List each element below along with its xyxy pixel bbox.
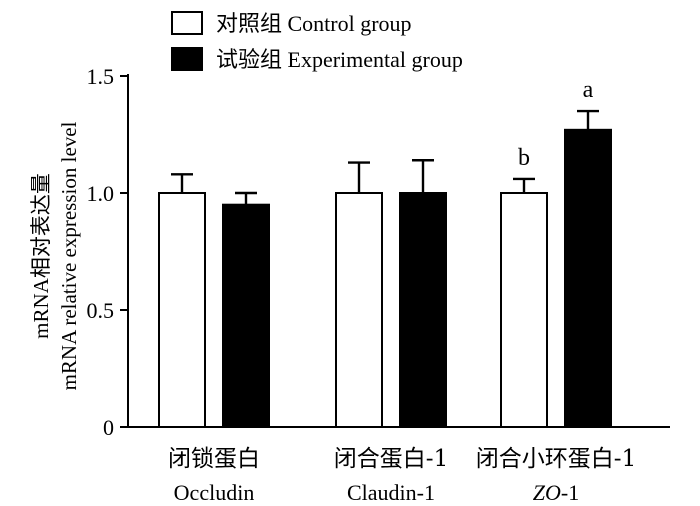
bar [335, 192, 383, 428]
bars: ba [158, 77, 612, 428]
y-tick-label: 0.5 [87, 298, 115, 323]
y-axis-label-line2: mRNA relative expression level [57, 121, 81, 390]
bar [564, 128, 612, 428]
category-label-cn: 闭合小环蛋白-1 [476, 446, 636, 472]
y-axis-label: mRNA相对表达量 mRNA relative expression level [29, 121, 81, 390]
category-label-en: Claudin-1 [347, 480, 435, 505]
axes: 0 0.5 1.0 1.5 [87, 64, 670, 440]
category-label-cn: 闭锁蛋白 [168, 446, 260, 472]
bar [399, 192, 447, 428]
bar [500, 192, 548, 428]
legend-label: 试验组 Experimental group [216, 47, 463, 72]
y-tick-label: 1.5 [87, 64, 115, 89]
significance-label: b [518, 145, 530, 171]
legend-swatch [171, 47, 203, 71]
category-label-cn: 闭合蛋白-1 [334, 446, 448, 472]
bar [222, 203, 270, 428]
y-tick-label: 1.0 [87, 181, 115, 206]
legend-swatch [171, 11, 203, 35]
x-axis-labels: 闭锁蛋白 Occludin 闭合蛋白-1 Claudin-1 闭合小环蛋白-1 ZO-1 [168, 446, 636, 505]
legend-label: 对照组 Control group [216, 11, 412, 36]
category-label-en: ZO-1 [533, 480, 579, 505]
y-tick-label: 0 [103, 415, 114, 440]
y-axis-label-line1: mRNA相对表达量 [29, 173, 53, 339]
bar [158, 192, 206, 428]
legend: 对照组 Control group 试验组 Experimental group [171, 11, 463, 72]
significance-label: a [583, 77, 594, 103]
category-label-en: Occludin [174, 480, 255, 505]
